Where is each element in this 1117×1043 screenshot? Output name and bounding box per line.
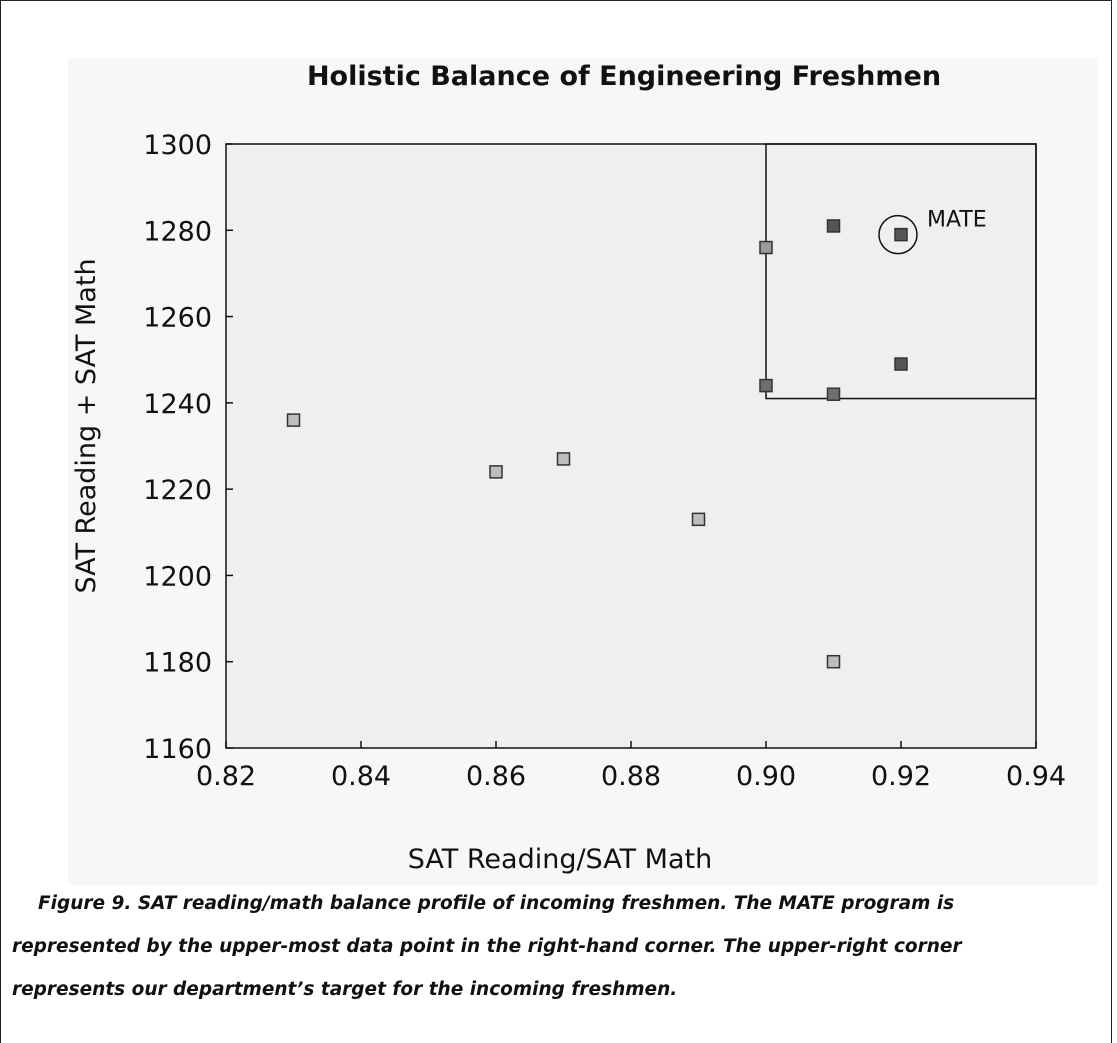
y-tick-label: 1180 [143,648,212,679]
data-point [826,654,841,669]
y-tick-label: 1160 [143,734,212,765]
caption-line: represents our department’s target for t… [12,979,678,1000]
x-tick-label: 0.88 [601,761,661,792]
caption-line: Figure 9. SAT reading/math balance profi… [38,893,955,914]
data-point [691,512,706,527]
data-point [826,387,841,401]
data-point [894,357,908,371]
chart-title: Holistic Balance of Engineering Freshmen [307,61,941,92]
caption-line: represented by the upper-most data point… [12,936,962,957]
y-tick-label: 1280 [143,216,212,247]
y-tick-label: 1300 [143,130,212,161]
y-axis-label: SAT Reading + SAT Math [71,258,102,593]
y-tick-label: 1200 [143,561,212,592]
data-point [826,219,841,233]
data-point [759,378,773,393]
x-tick-label: 0.90 [736,761,796,792]
data-point [894,227,908,242]
x-tick-label: 0.92 [871,761,931,792]
x-axis-label: SAT Reading/SAT Math [408,844,712,875]
annotation-circle [878,214,918,255]
data-point [759,240,773,255]
y-tick-label: 1260 [143,303,212,334]
target-region [765,143,1037,400]
y-tick-label: 1240 [143,389,212,420]
plot-area [225,143,1037,749]
x-tick-label: 0.84 [331,761,391,792]
x-tick-label: 0.82 [196,761,256,792]
x-tick-label: 0.94 [1006,761,1066,792]
y-tick-label: 1220 [143,475,212,506]
data-point [489,465,503,479]
data-point [286,413,301,427]
data-point [556,452,571,466]
annotation-label: MATE [927,208,987,233]
x-tick-label: 0.86 [466,761,526,792]
